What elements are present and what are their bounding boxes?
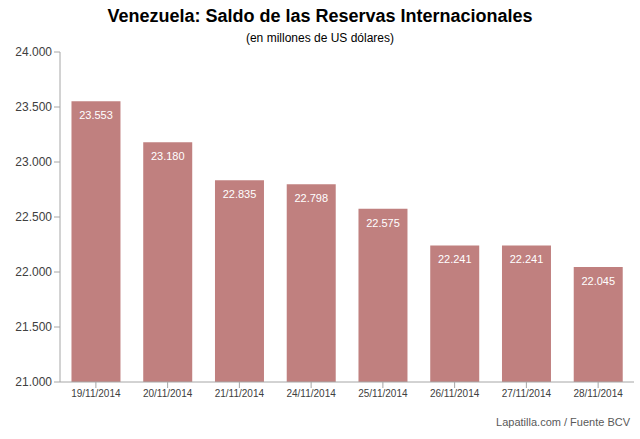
svg-text:25/11/2014: 25/11/2014: [358, 388, 408, 399]
svg-text:23.500: 23.500: [15, 100, 52, 114]
svg-text:28/11/2014: 28/11/2014: [573, 388, 623, 399]
svg-text:20/11/2014: 20/11/2014: [143, 388, 193, 399]
html-text:Venezuela: Saldo de las Reserv: Venezuela: Saldo de las Reservas Interna…: [107, 6, 533, 26]
svg-text:22.241: 22.241: [438, 253, 472, 265]
svg-text:21.000: 21.000: [15, 375, 52, 389]
svg-text:27/11/2014: 27/11/2014: [502, 388, 552, 399]
svg-text:22.045: 22.045: [581, 275, 615, 287]
svg-text:22.241: 22.241: [510, 253, 544, 265]
svg-text:23.000: 23.000: [15, 155, 52, 169]
svg-text:24/11/2014: 24/11/2014: [286, 388, 336, 399]
svg-text:22.798: 22.798: [294, 192, 328, 204]
svg-text:21/11/2014: 21/11/2014: [215, 388, 265, 399]
svg-text:22.500: 22.500: [15, 210, 52, 224]
svg-text:23.180: 23.180: [151, 150, 185, 162]
svg-text:19/11/2014: 19/11/2014: [71, 388, 121, 399]
svg-text:22.835: 22.835: [223, 188, 257, 200]
html-text:(en millones de US dólares): (en millones de US dólares): [246, 31, 394, 45]
svg-text:22.000: 22.000: [15, 265, 52, 279]
svg-text:26/11/2014: 26/11/2014: [430, 388, 480, 399]
svg-text:24.000: 24.000: [15, 45, 52, 59]
svg-text:23.553: 23.553: [79, 109, 113, 121]
svg-text:22.575: 22.575: [366, 217, 400, 229]
svg-text:21.500: 21.500: [15, 320, 52, 334]
html-text:Lapatilla.com / Fuente BCV: Lapatilla.com / Fuente BCV: [496, 416, 630, 428]
